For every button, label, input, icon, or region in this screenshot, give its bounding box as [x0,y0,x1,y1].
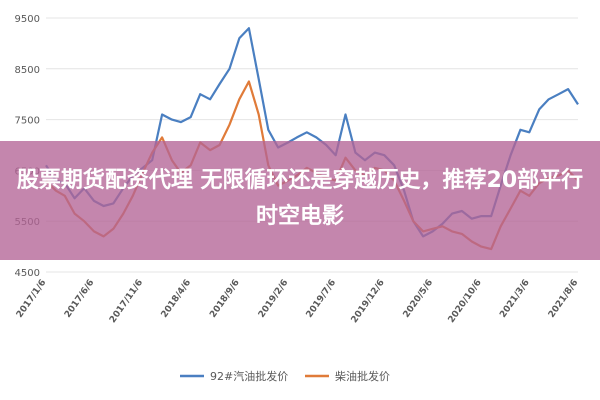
y-tick-label: 9500 [15,14,40,25]
x-tick-label: 2017/6/6 [63,278,97,320]
x-tick-label: 2021/3/6 [498,278,532,320]
x-tick-label: 2017/11/6 [108,278,145,325]
x-tick-label: 2017/1/6 [15,278,49,320]
x-tick-label: 2020/10/6 [447,278,484,325]
caption-text: 股票期货配资代理 无限循环还是穿越历史，推荐20部平行时空电影 [16,168,584,229]
y-tick-label: 4500 [15,268,40,279]
x-tick-label: 2021/8/6 [547,278,581,320]
y-tick-label: 8500 [15,65,40,76]
legend: 92#汽油批发价 柴油批发价 [180,369,390,383]
x-tick-label: 2020/5/6 [402,278,436,320]
y-tick-label: 7500 [15,116,40,127]
x-tick-label: 2018/4/6 [160,278,194,320]
legend-label: 柴油批发价 [335,369,390,383]
x-tick-label: 2019/2/6 [257,278,291,320]
caption-banner: 股票期货配资代理 无限循环还是穿越历史，推荐20部平行时空电影 [0,141,600,260]
legend-label: 92#汽油批发价 [210,369,288,383]
x-tick-label: 2019/12/6 [350,278,387,325]
x-tick-label: 2018/9/6 [208,278,242,320]
x-axis-ticks: 2017/1/6 2017/6/6 2017/11/6 2018/4/6 2018/9/… [15,278,581,325]
x-tick-label: 2019/7/6 [305,278,339,320]
